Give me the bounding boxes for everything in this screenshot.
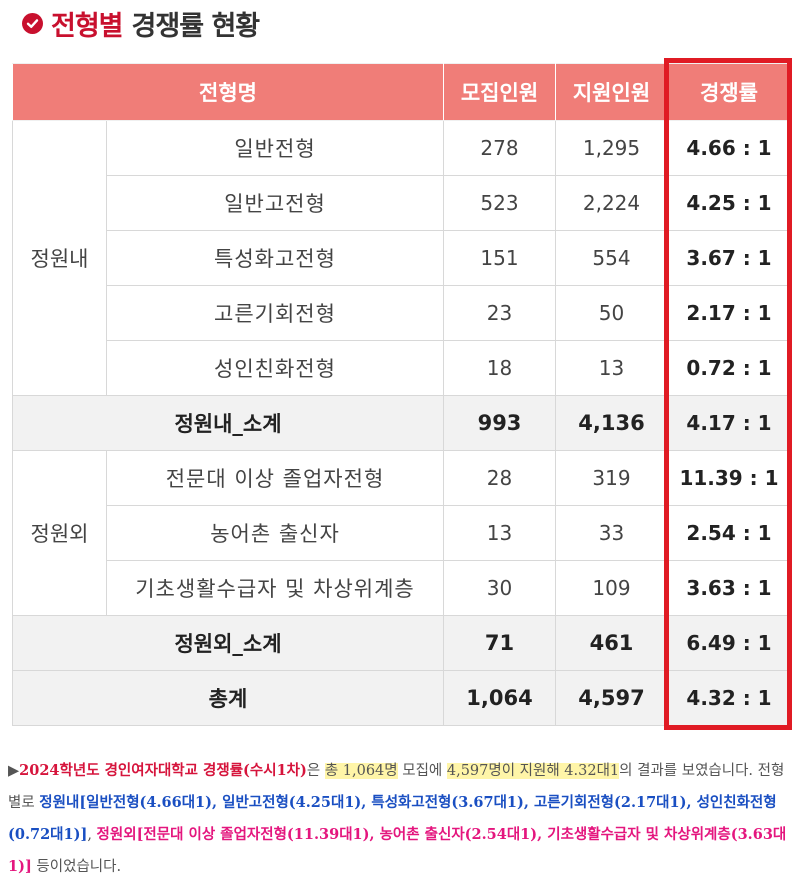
summary-highlight-total: 총 1,064명: [324, 763, 398, 779]
heading-text: 경쟁률 현황: [131, 11, 261, 42]
subtotal-rate: 4.17 : 1: [667, 395, 791, 451]
total-name: 총계: [12, 670, 444, 726]
row-applicants: 2,224: [555, 175, 668, 231]
row-applicants: 319: [555, 450, 668, 506]
table-row: 정원외 전문대 이상 졸업자전형 28 319 11.39 : 1: [12, 450, 791, 616]
total-recruit: 1,064: [443, 670, 556, 726]
row-rate: 4.66 : 1: [667, 120, 791, 176]
row-name: 일반고전형: [106, 175, 444, 231]
summary-school: 2024학년도 경인여자대학교 경쟁률(수시1차): [19, 762, 307, 779]
subtotal-name: 정원내_소계: [12, 395, 444, 451]
total-rate: 4.32 : 1: [667, 670, 791, 726]
subtotal-rate: 6.49 : 1: [667, 615, 791, 671]
row-rate: 2.54 : 1: [667, 505, 791, 561]
row-recruit: 13: [443, 505, 556, 561]
row-applicants: 13: [555, 340, 668, 396]
header-applicants: 지원인원: [555, 63, 668, 121]
table-header-row: 전형명 모집인원 지원인원 경쟁률: [12, 63, 791, 121]
table-row: 농어촌 출신자 13 33 2.54 : 1: [13, 505, 791, 561]
row-applicants: 554: [555, 230, 668, 286]
row-rate: 11.39 : 1: [667, 450, 791, 506]
summary-text: 은: [306, 763, 325, 779]
total-row: 총계 1,064 4,597 4.32 : 1: [12, 670, 791, 726]
heading-accent: 전형별: [51, 11, 124, 42]
row-applicants: 50: [555, 285, 668, 341]
competition-rate-table: 전형명 모집인원 지원인원 경쟁률 정원내 일반전형 278 1,295 4.6…: [12, 63, 791, 726]
row-rate: 0.72 : 1: [667, 340, 791, 396]
subtotal-row: 정원내_소계 993 4,136 4.17 : 1: [12, 395, 791, 451]
row-name: 일반전형: [106, 120, 444, 176]
summary-outer-quota: 정원외[전문대 이상 졸업자전형(11.39대1), 농어촌 출신자(2.54대…: [8, 826, 787, 875]
row-recruit: 278: [443, 120, 556, 176]
subtotal-name: 정원외_소계: [12, 615, 444, 671]
row-name: 성인친화전형: [106, 340, 444, 396]
table-row: 고른기회전형 23 50 2.17 : 1: [13, 285, 791, 341]
summary-text: 의 결과를 보였습니다. 전형별로: [8, 763, 785, 811]
row-name: 전문대 이상 졸업자전형: [106, 450, 444, 506]
table-row: 기초생활수급자 및 차상위계층 30 109 3.63 : 1: [13, 560, 791, 616]
row-recruit: 151: [443, 230, 556, 286]
row-recruit: 28: [443, 450, 556, 506]
group-label: 정원외: [12, 450, 107, 616]
total-applicants: 4,597: [555, 670, 668, 726]
section-heading: 전형별 경쟁률 현황: [22, 4, 261, 43]
row-name: 고른기회전형: [106, 285, 444, 341]
subtotal-recruit: 993: [443, 395, 556, 451]
table-row: 특성화고전형 151 554 3.67 : 1: [13, 230, 791, 286]
table-row: 성인친화전형 18 13 0.72 : 1: [13, 340, 791, 396]
row-recruit: 18: [443, 340, 556, 396]
summary-text: ,: [87, 827, 97, 843]
summary-text: 등이었습니다.: [31, 859, 122, 875]
check-circle-icon: [22, 13, 43, 34]
row-recruit: 23: [443, 285, 556, 341]
subtotal-applicants: 461: [555, 615, 668, 671]
subtotal-applicants: 4,136: [555, 395, 668, 451]
table-row: 일반고전형 523 2,224 4.25 : 1: [13, 175, 791, 231]
arrow-icon: ▶: [8, 763, 20, 779]
row-recruit: 523: [443, 175, 556, 231]
subtotal-recruit: 71: [443, 615, 556, 671]
row-applicants: 33: [555, 505, 668, 561]
group-label: 정원내: [12, 120, 107, 396]
subtotal-row: 정원외_소계 71 461 6.49 : 1: [12, 615, 791, 671]
row-applicants: 1,295: [555, 120, 668, 176]
summary-highlight-applicants: 4,597명이 지원해 4.32대1: [446, 763, 620, 779]
row-rate: 4.25 : 1: [667, 175, 791, 231]
summary-text: 모집에: [397, 763, 447, 779]
summary-inner-quota: 정원내[일반전형(4.66대1), 일반고전형(4.25대1), 특성화고전형(…: [8, 794, 777, 843]
row-rate: 3.67 : 1: [667, 230, 791, 286]
header-type: 전형명: [12, 63, 444, 121]
row-name: 특성화고전형: [106, 230, 444, 286]
header-rate: 경쟁률: [667, 63, 791, 121]
row-name: 기초생활수급자 및 차상위계층: [106, 560, 444, 616]
row-recruit: 30: [443, 560, 556, 616]
header-recruit: 모집인원: [443, 63, 556, 121]
summary-paragraph: ▶2024학년도 경인여자대학교 경쟁률(수시1차)은 총 1,064명 모집에…: [8, 755, 792, 883]
row-rate: 2.17 : 1: [667, 285, 791, 341]
row-name: 농어촌 출신자: [106, 505, 444, 561]
row-rate: 3.63 : 1: [667, 560, 791, 616]
table-row: 정원내 일반전형 278 1,295 4.66 : 1: [12, 120, 791, 396]
row-applicants: 109: [555, 560, 668, 616]
